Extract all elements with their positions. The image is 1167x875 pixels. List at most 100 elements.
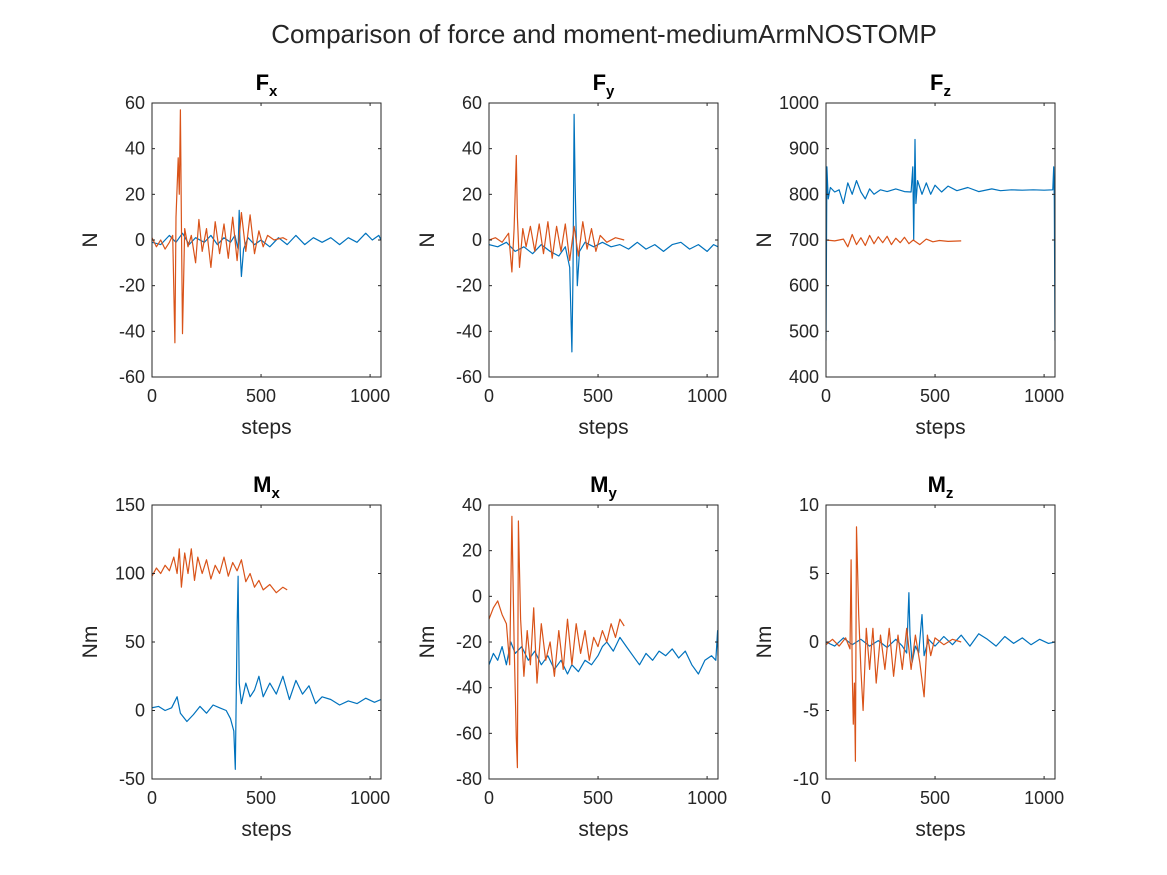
panel-title-subscript-my: y xyxy=(608,485,617,502)
x-axis-label-mx: steps xyxy=(241,818,291,841)
x-axis-label-mz: steps xyxy=(915,818,965,841)
series-line-fy-1 xyxy=(489,113,718,353)
y-tick-label-mz-10: 10 xyxy=(799,495,819,515)
x-tick-label-fz-1000: 1000 xyxy=(1024,386,1064,406)
panel-title-subscript-mz: z xyxy=(946,485,954,502)
x-tick-label-mx-0: 0 xyxy=(147,788,157,808)
series-line-mz-2 xyxy=(826,526,962,762)
panel-mz: 0 500 1000 -10 -5 0 5 10 steps Nm Mz xyxy=(753,472,1064,841)
y-tick-label-my--80: -80 xyxy=(456,769,482,789)
y-tick-label-fz-700: 700 xyxy=(789,230,819,250)
y-tick-label-fx-40: 40 xyxy=(125,139,145,159)
x-tick-label-fx-500: 500 xyxy=(246,386,276,406)
x-tick-label-mz-0: 0 xyxy=(821,788,831,808)
y-tick-label-mz-5: 5 xyxy=(809,564,819,584)
y-tick-label-fy--20: -20 xyxy=(456,276,482,296)
x-tick-label-mz-500: 500 xyxy=(920,788,950,808)
series-line-my-2 xyxy=(489,515,625,769)
y-tick-label-my--40: -40 xyxy=(456,678,482,698)
x-tick-label-my-0: 0 xyxy=(484,788,494,808)
x-axis-label-fz: steps xyxy=(915,416,965,439)
series-line-mx-1 xyxy=(152,575,381,770)
panel-title-fx: Fx xyxy=(256,70,278,100)
y-tick-label-fx--40: -40 xyxy=(119,321,145,341)
series-line-fz-2 xyxy=(826,233,962,248)
x-tick-label-fx-0: 0 xyxy=(147,386,157,406)
y-axis-label-my: Nm xyxy=(416,626,439,659)
x-tick-label-fz-0: 0 xyxy=(821,386,831,406)
panel-title-main-my: M xyxy=(590,472,608,497)
panel-title-mz: Mz xyxy=(928,472,954,502)
panel-fy: 0 500 1000 -60 -40 -20 0 20 40 60 steps N Fy xyxy=(416,70,727,439)
y-tick-label-mz--5: -5 xyxy=(803,701,819,721)
x-tick-label-my-500: 500 xyxy=(583,788,613,808)
y-tick-label-my-0: 0 xyxy=(472,586,482,606)
panel-title-main-fy: F xyxy=(593,70,606,95)
panel-title-mx: Mx xyxy=(253,472,280,502)
x-axis-label-fy: steps xyxy=(578,416,628,439)
series-line-mx-2 xyxy=(152,548,288,594)
x-tick-label-fy-500: 500 xyxy=(583,386,613,406)
x-tick-label-fy-1000: 1000 xyxy=(687,386,727,406)
y-tick-label-fz-1000: 1000 xyxy=(779,93,819,113)
y-tick-label-fx--60: -60 xyxy=(119,367,145,387)
series-line-my-1 xyxy=(489,630,718,675)
y-tick-label-fx-20: 20 xyxy=(125,184,145,204)
y-tick-label-fx--20: -20 xyxy=(119,276,145,296)
y-axis-label-fz: N xyxy=(753,232,776,247)
x-tick-label-mx-500: 500 xyxy=(246,788,276,808)
y-axis-label-fx: N xyxy=(79,232,102,247)
series-line-fx-1 xyxy=(152,209,381,278)
panel-fz: 0 500 1000 400 500 600 700 800 900 1000 steps N Fz xyxy=(753,70,1064,439)
panel-title-subscript-mx: x xyxy=(271,485,280,502)
y-tick-label-fy--40: -40 xyxy=(456,321,482,341)
x-tick-label-my-1000: 1000 xyxy=(687,788,727,808)
y-tick-label-fx-0: 0 xyxy=(135,230,145,250)
series-line-fy-2 xyxy=(489,154,625,273)
y-tick-label-mx--50: -50 xyxy=(119,769,145,789)
panel-title-fz: Fz xyxy=(930,70,951,100)
y-tick-label-fy--60: -60 xyxy=(456,367,482,387)
series-line-fx-2 xyxy=(152,109,288,344)
x-tick-label-mx-1000: 1000 xyxy=(350,788,390,808)
x-tick-label-mz-1000: 1000 xyxy=(1024,788,1064,808)
panel-title-my: My xyxy=(590,472,617,502)
y-tick-label-mx-50: 50 xyxy=(125,632,145,652)
y-tick-label-my-20: 20 xyxy=(462,541,482,561)
y-tick-label-fz-500: 500 xyxy=(789,321,819,341)
y-tick-label-fy-20: 20 xyxy=(462,184,482,204)
panel-my: 0 500 1000 -80 -60 -40 -20 0 20 40 steps Nm My xyxy=(416,472,727,841)
y-tick-label-mx-100: 100 xyxy=(115,564,145,584)
y-tick-label-fx-60: 60 xyxy=(125,93,145,113)
y-axis-label-fy: N xyxy=(416,232,439,247)
y-tick-label-my-40: 40 xyxy=(462,495,482,515)
figure-title: Comparison of force and moment-mediumArm… xyxy=(271,19,937,49)
panel-title-main-mz: M xyxy=(928,472,946,497)
x-axis-label-fx: steps xyxy=(241,416,291,439)
y-tick-label-fz-900: 900 xyxy=(789,139,819,159)
y-axis-label-mz: Nm xyxy=(753,626,776,659)
y-tick-label-my--60: -60 xyxy=(456,723,482,743)
series-line-fz-1 xyxy=(826,138,1055,341)
x-axis-label-my: steps xyxy=(578,818,628,841)
y-tick-label-fz-800: 800 xyxy=(789,184,819,204)
y-tick-label-mx-0: 0 xyxy=(135,701,145,721)
y-tick-label-fy-60: 60 xyxy=(462,93,482,113)
panel-title-main-mx: M xyxy=(253,472,271,497)
panel-title-subscript-fz: z xyxy=(943,83,951,100)
y-tick-label-mz-0: 0 xyxy=(809,632,819,652)
panel-title-main-fz: F xyxy=(930,70,943,95)
panel-title-subscript-fy: y xyxy=(606,83,615,100)
x-tick-label-fy-0: 0 xyxy=(484,386,494,406)
y-tick-label-mx-150: 150 xyxy=(115,495,145,515)
y-tick-label-fy-0: 0 xyxy=(472,230,482,250)
x-tick-label-fx-1000: 1000 xyxy=(350,386,390,406)
y-tick-label-fy-40: 40 xyxy=(462,139,482,159)
panel-fx: 0 500 1000 -60 -40 -20 0 20 40 60 steps N Fx xyxy=(79,70,390,439)
y-tick-label-fz-400: 400 xyxy=(789,367,819,387)
panel-title-main-fx: F xyxy=(256,70,269,95)
panel-title-subscript-fx: x xyxy=(269,83,278,100)
x-tick-label-fz-500: 500 xyxy=(920,386,950,406)
